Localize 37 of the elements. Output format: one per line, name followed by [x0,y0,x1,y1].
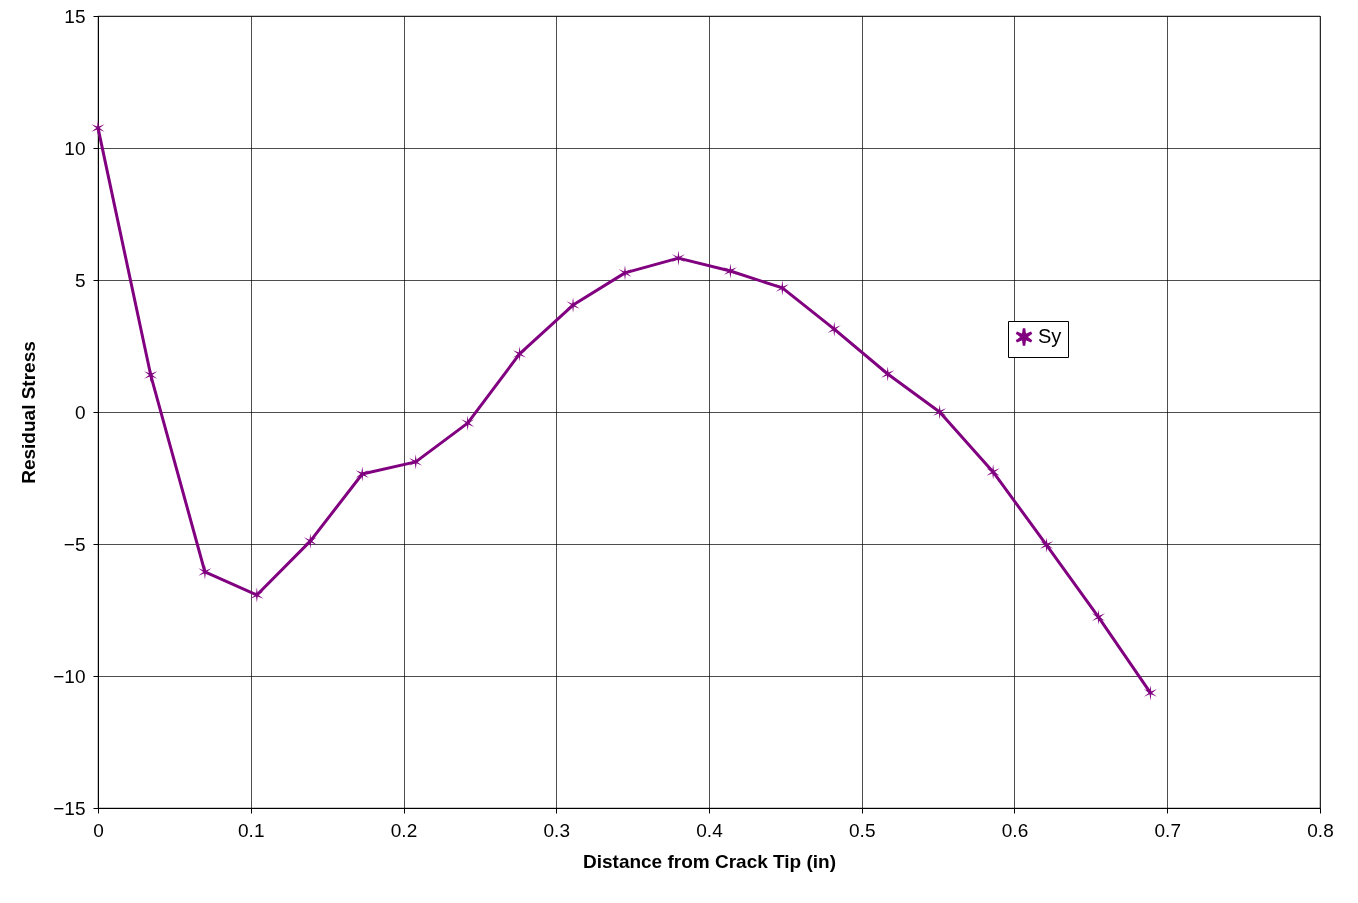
y-tick-label: 15 [64,5,86,27]
y-tick-label: 0 [74,401,86,423]
point [303,533,317,549]
point [723,263,737,279]
point [461,415,475,431]
point [144,367,158,383]
legend-label: Sy [1038,325,1062,347]
point [1091,609,1106,625]
y-tick-label: 10 [64,137,86,159]
y-tick-label: 5 [74,269,86,291]
point [250,587,264,603]
x-tick-label: 0.1 [238,819,265,841]
point [986,464,1000,480]
point [933,404,947,420]
point [1040,537,1054,553]
y-tick-label: −15 [53,797,86,819]
x-tick-label: 0.5 [849,819,876,841]
x-axis-title: Distance from Crack Tip (in) [582,850,837,872]
point [881,366,895,382]
point [671,250,686,266]
x-tick-label: 0.2 [390,819,418,841]
point [198,564,212,580]
y-tick-label: −10 [53,665,86,687]
x-tick-label: 0.3 [543,819,570,841]
x-tick-label: 0.8 [1307,819,1334,841]
point [355,466,369,482]
point [775,280,789,296]
x-tick-label: 0.6 [1001,819,1029,841]
y-tick-label: −5 [63,533,86,555]
point [827,321,841,337]
point [1143,685,1158,701]
x-tick-label: 0 [93,819,104,841]
y-axis-title: Residual Stress [18,341,40,484]
x-tick-label: 0.7 [1154,819,1181,841]
x-tick-label: 0.4 [696,819,724,841]
point [513,346,527,362]
point [409,454,423,470]
